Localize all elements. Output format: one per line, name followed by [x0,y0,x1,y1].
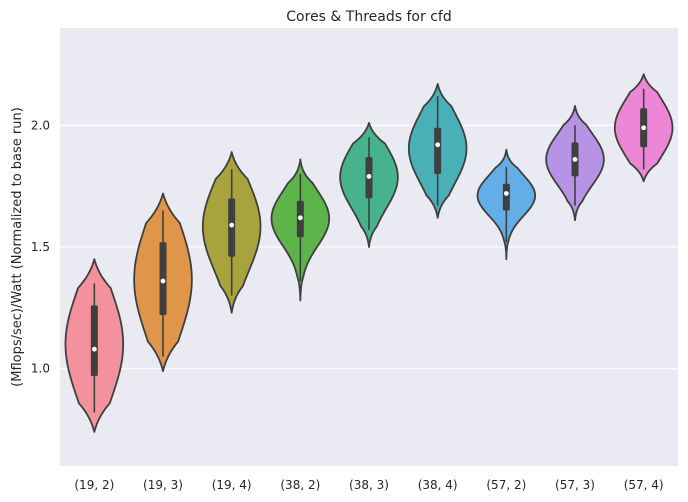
y-tick-label: 2.0 [31,118,50,132]
violin-19-4 [201,151,262,314]
x-tick-label: (19, 2) [74,478,114,492]
chart-title: Cores & Threads for cfd [286,9,451,25]
violin-iqr-box [159,242,167,316]
violin-median-dot [160,278,166,284]
violin-38-3 [339,122,399,248]
violin-38-2 [270,158,331,302]
violins [64,73,674,433]
x-tick-label: (19, 3) [143,478,183,492]
violin-19-3 [133,192,193,372]
x-tick-label: (57, 4) [624,478,664,492]
y-tick-label: 1.0 [31,362,50,376]
violin-19-2 [64,258,125,433]
violin-median-dot [641,125,647,131]
violin-iqr-box [502,183,510,211]
violin-median-dot [229,222,235,228]
violin-median-dot [366,174,372,179]
x-tick-labels: (19, 2) (19, 3) (19, 4) (38, 2) (38, 3) (38, … [74,478,663,492]
violin-57-2 [476,148,537,261]
y-tick-label: 1.5 [31,240,50,254]
x-tick-label: (19, 4) [212,478,252,492]
violin-median-dot [572,157,578,162]
violin-median-dot [435,142,441,148]
violin-median-dot [91,346,97,352]
y-tick-labels: 1.0 1.5 2.0 [31,118,50,375]
x-tick-label: (38, 4) [418,478,458,492]
violin-57-4 [613,73,674,183]
x-tick-label: (38, 3) [349,478,389,492]
violin-38-4 [407,83,468,219]
violin-iqr-box [90,305,98,376]
violin-median-dot [503,191,509,196]
x-tick-label: (38, 2) [280,478,320,492]
violin-iqr-box [228,198,236,257]
violin-median-dot [297,215,303,221]
violin-57-3 [545,104,605,222]
y-axis-label: (Mflops/sec)/Watt (Normalized to base ru… [10,107,25,387]
violin-iqr-box [434,127,442,174]
x-tick-label: (57, 3) [555,478,595,492]
x-tick-label: (57, 2) [486,478,526,492]
